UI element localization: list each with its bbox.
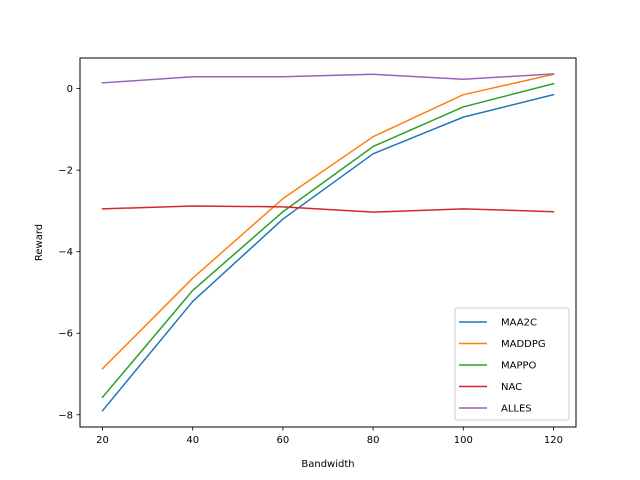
- y-tick-label: −6: [58, 329, 73, 340]
- x-tick-label: 100: [454, 435, 473, 446]
- legend-label: ALLES: [501, 404, 532, 415]
- series-line-alles: [101, 73, 555, 84]
- x-tick-label: 60: [277, 435, 290, 446]
- y-axis-label: Reward: [34, 224, 45, 261]
- y-tick-label: 0: [67, 84, 73, 95]
- y-tick-label: −4: [58, 247, 73, 258]
- x-axis-label: Bandwidth: [301, 459, 354, 470]
- series-line-nac: [101, 205, 555, 213]
- x-axis-ticks: 20 40 60 80 100 120: [96, 427, 563, 446]
- legend-label: MAA2C: [501, 318, 537, 329]
- series-line-mappo: [101, 82, 555, 399]
- y-tick-label: −8: [58, 410, 73, 421]
- legend-label: NAC: [501, 382, 522, 393]
- series-layer: [101, 73, 555, 412]
- x-tick-label: 20: [96, 435, 109, 446]
- plot-frame: [79, 57, 577, 428]
- x-tick-label: 80: [367, 435, 380, 446]
- legend-label: MAPPO: [501, 361, 537, 372]
- x-tick-label: 40: [186, 435, 199, 446]
- y-tick-label: −2: [58, 166, 73, 177]
- legend-label: MADDPG: [501, 339, 546, 350]
- x-tick-label: 120: [544, 435, 563, 446]
- legend: MAA2C MADDPG MAPPO NAC ALLES: [454, 307, 570, 421]
- series-line-maa2c: [101, 93, 555, 412]
- series-line-maddpg: [101, 73, 555, 370]
- y-axis-ticks: 0 −2 −4 −6 −8: [58, 84, 80, 421]
- legend-box: [454, 307, 570, 421]
